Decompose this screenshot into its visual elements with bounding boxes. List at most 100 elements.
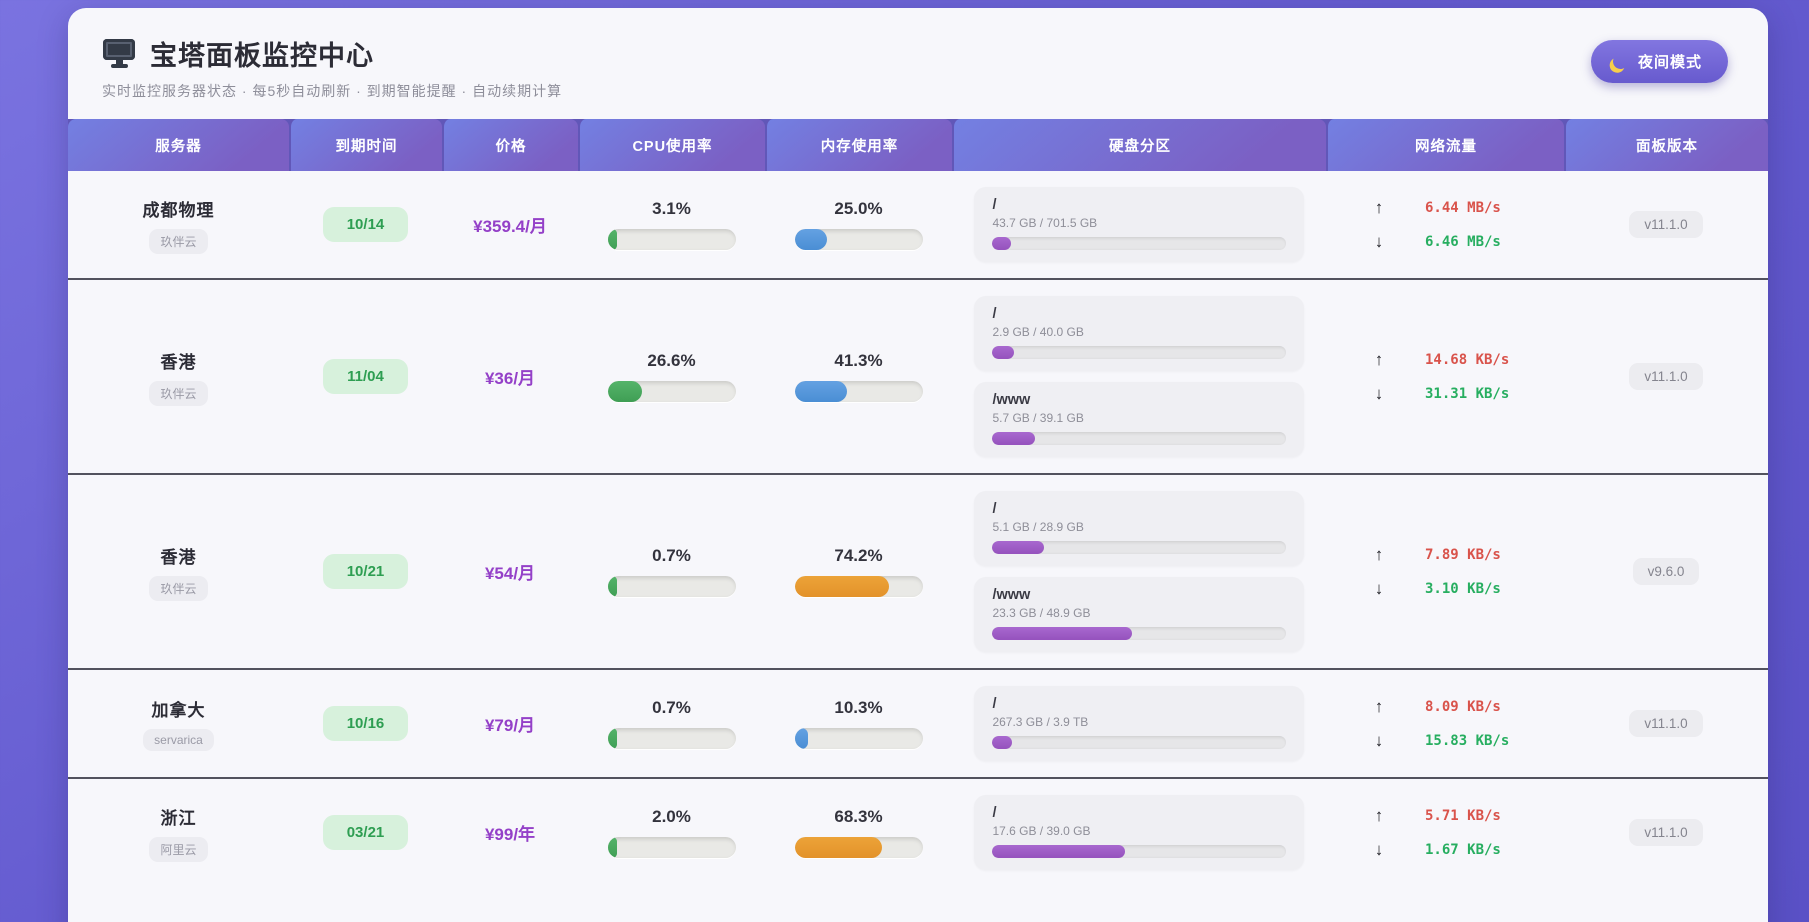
- cpu-progress-bar: [607, 576, 736, 597]
- disk-bar-fill: [992, 845, 1125, 858]
- table-row: 浙江 阿里云 03/21 ¥99/年 2.0% 68.3% / 17.6 GB …: [68, 777, 1768, 886]
- disk-mount-label: /: [992, 197, 997, 213]
- download-arrow-icon: ↓: [1374, 383, 1384, 403]
- memory-progress-bar: [794, 381, 923, 402]
- memory-percent-label: 74.2%: [834, 546, 883, 565]
- cpu-progress-bar: [607, 837, 736, 858]
- memory-bar-fill: [794, 576, 890, 597]
- server-provider-tag: servarica: [143, 729, 214, 751]
- disk-bar-fill: [992, 736, 1013, 749]
- upload-arrow-icon: ↑: [1374, 696, 1384, 716]
- memory-bar-fill: [794, 837, 882, 858]
- price-text: ¥36/月: [484, 369, 536, 388]
- expiry-badge: 10/14: [322, 207, 409, 242]
- disk-partition: / 2.9 GB / 40.0 GB: [974, 296, 1304, 371]
- disk-mount-label: /: [992, 696, 997, 712]
- disk-mount-label: /: [992, 306, 997, 322]
- expiry-badge: 10/21: [322, 554, 409, 589]
- disk-partition-list: / 17.6 GB / 39.0 GB: [952, 795, 1326, 870]
- expiry-badge: 03/21: [322, 815, 409, 850]
- page-subtitle: 实时监控服务器状态 · 每5秒自动刷新 · 到期智能提醒 · 自动续期计算: [102, 83, 563, 99]
- expiry-badge: 10/16: [322, 706, 409, 741]
- disk-progress-bar: [992, 346, 1286, 359]
- table-row: 香港 玖伴云 10/21 ¥54/月 0.7% 74.2% / 5.1 GB /…: [68, 473, 1768, 668]
- cpu-bar-fill: [607, 728, 617, 749]
- night-mode-label: 夜间模式: [1637, 54, 1702, 71]
- memory-bar-fill: [794, 229, 827, 250]
- cpu-percent-label: 0.7%: [652, 698, 691, 717]
- price-text: ¥99/年: [484, 825, 536, 844]
- download-speed: 3.10 KB/s: [1425, 580, 1501, 597]
- disk-mount-label: /: [992, 501, 997, 517]
- server-name: 浙江: [160, 808, 197, 828]
- page-title: 宝塔面板监控中心: [150, 41, 374, 71]
- disk-partition: / 5.1 GB / 28.9 GB: [974, 491, 1304, 566]
- disk-usage-text: 2.9 GB / 40.0 GB: [992, 325, 1084, 339]
- disk-bar-fill: [992, 237, 1011, 250]
- disk-partition: / 43.7 GB / 701.5 GB: [974, 187, 1304, 262]
- download-arrow-icon: ↓: [1374, 839, 1384, 859]
- column-header-expiry: 到期时间: [289, 119, 442, 171]
- cpu-progress-bar: [607, 229, 736, 250]
- disk-partition-list: / 43.7 GB / 701.5 GB: [952, 187, 1326, 262]
- disk-progress-bar: [992, 845, 1286, 858]
- cpu-progress-bar: [607, 381, 736, 402]
- memory-progress-bar: [794, 837, 923, 858]
- night-mode-button[interactable]: 夜间模式: [1590, 40, 1728, 83]
- dashboard-card: 宝塔面板监控中心 实时监控服务器状态 · 每5秒自动刷新 · 到期智能提醒 · …: [68, 8, 1768, 922]
- memory-progress-bar: [794, 728, 923, 749]
- column-header-network: 网络流量: [1326, 119, 1564, 171]
- cpu-bar-fill: [607, 576, 617, 597]
- disk-partition: /www 23.3 GB / 48.9 GB: [974, 577, 1304, 652]
- table-row: 加拿大 servarica 10/16 ¥79/月 0.7% 10.3% / 2…: [68, 668, 1768, 777]
- memory-percent-label: 25.0%: [834, 199, 883, 218]
- upload-arrow-icon: ↑: [1374, 805, 1384, 825]
- cpu-percent-label: 26.6%: [647, 351, 696, 370]
- memory-percent-label: 68.3%: [834, 807, 883, 826]
- download-arrow-icon: ↓: [1374, 231, 1384, 251]
- download-arrow-icon: ↓: [1374, 730, 1384, 750]
- memory-progress-bar: [794, 229, 923, 250]
- price-text: ¥54/月: [484, 564, 536, 583]
- download-speed: 6.46 MB/s: [1425, 233, 1501, 250]
- server-provider-tag: 阿里云: [149, 836, 208, 862]
- disk-usage-text: 5.1 GB / 28.9 GB: [992, 520, 1084, 534]
- cpu-percent-label: 0.7%: [652, 546, 691, 565]
- download-arrow-icon: ↓: [1374, 578, 1384, 598]
- panel-version-badge: v11.1.0: [1629, 710, 1703, 737]
- column-header-disk: 硬盘分区: [952, 119, 1326, 171]
- column-header-server: 服务器: [68, 119, 289, 171]
- table-header-row: 服务器 到期时间 价格 CPU使用率 内存使用率 硬盘分区 网络流量 面板版本: [68, 119, 1768, 171]
- upload-speed: 14.68 KB/s: [1425, 351, 1510, 368]
- panel-version-badge: v9.6.0: [1632, 558, 1700, 585]
- disk-usage-text: 267.3 GB / 3.9 TB: [992, 715, 1089, 729]
- disk-progress-bar: [992, 736, 1286, 749]
- disk-usage-text: 43.7 GB / 701.5 GB: [992, 216, 1098, 230]
- panel-version-badge: v11.1.0: [1629, 819, 1703, 846]
- cpu-percent-label: 2.0%: [652, 807, 691, 826]
- server-provider-tag: 玖伴云: [149, 575, 208, 601]
- upload-arrow-icon: ↑: [1374, 197, 1384, 217]
- column-header-price: 价格: [442, 119, 578, 171]
- column-header-version: 面板版本: [1564, 119, 1768, 171]
- upload-speed: 8.09 KB/s: [1425, 698, 1501, 715]
- disk-partition-list: / 267.3 GB / 3.9 TB: [952, 686, 1326, 761]
- table-row: 成都物理 玖伴云 10/14 ¥359.4/月 3.1% 25.0% / 43.…: [68, 171, 1768, 278]
- upload-speed: 7.89 KB/s: [1425, 546, 1501, 563]
- disk-partition: / 17.6 GB / 39.0 GB: [974, 795, 1304, 870]
- disk-progress-bar: [992, 432, 1286, 445]
- server-name: 成都物理: [142, 200, 215, 220]
- disk-usage-text: 5.7 GB / 39.1 GB: [992, 411, 1084, 425]
- disk-bar-fill: [992, 627, 1132, 640]
- disk-usage-text: 17.6 GB / 39.0 GB: [992, 824, 1091, 838]
- upload-arrow-icon: ↑: [1374, 349, 1384, 369]
- column-header-cpu: CPU使用率: [578, 119, 765, 171]
- memory-percent-label: 41.3%: [834, 351, 883, 370]
- disk-partition: / 267.3 GB / 3.9 TB: [974, 686, 1304, 761]
- moon-icon: [1612, 53, 1630, 71]
- server-provider-tag: 玖伴云: [149, 380, 208, 406]
- upload-arrow-icon: ↑: [1374, 544, 1384, 564]
- disk-bar-fill: [992, 541, 1045, 554]
- server-table: 服务器 到期时间 价格 CPU使用率 内存使用率 硬盘分区 网络流量 面板版本 …: [68, 119, 1768, 886]
- price-text: ¥359.4/月: [473, 217, 547, 236]
